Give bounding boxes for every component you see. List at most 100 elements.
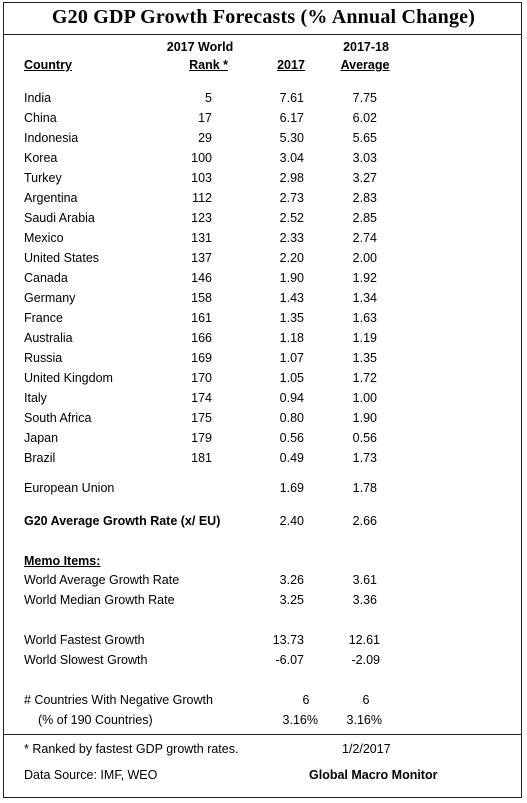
row-2017: 1.18 (279, 331, 304, 345)
date-stamp: 1/2/2017 (342, 742, 391, 756)
row-country: India (24, 91, 52, 105)
row-country: Indonesia (24, 131, 79, 145)
header-rank-line1: 2017 World (166, 40, 234, 54)
row-country: Japan (24, 431, 59, 445)
row-country: Korea (24, 151, 58, 165)
row-rank: 146 (191, 271, 212, 285)
row-rank: 100 (191, 151, 212, 165)
fastest-label: World Fastest Growth (24, 633, 145, 647)
row-2017: 2.98 (279, 171, 304, 185)
row-avg: 1.63 (352, 311, 377, 325)
memo-heading: Memo Items: (24, 554, 101, 568)
row-2017: 3.04 (279, 151, 304, 165)
row-avg: 3.03 (352, 151, 377, 165)
row-avg: 1.73 (352, 451, 377, 465)
neg-pct-avg: 3.16% (346, 713, 382, 727)
row-rank: 131 (191, 231, 212, 245)
row-2017: 5.30 (279, 131, 304, 145)
row-avg: 2.85 (352, 211, 377, 225)
row-rank: 123 (191, 211, 212, 225)
row-avg: 1.34 (352, 291, 377, 305)
row-avg: 2.74 (352, 231, 377, 245)
row-avg: 1.19 (352, 331, 377, 345)
row-rank: 175 (191, 411, 212, 425)
neg-count-avg: 6 (362, 693, 370, 707)
row-2017: 0.80 (279, 411, 304, 425)
publisher: Global Macro Monitor (309, 768, 438, 782)
row-rank: 179 (191, 431, 212, 445)
world-avg-label: World Average Growth Rate (24, 573, 180, 587)
row-2017: 0.56 (279, 431, 304, 445)
row-country: Australia (24, 331, 73, 345)
fastest-avg: 12.61 (348, 633, 380, 647)
header-country: Country (24, 58, 72, 72)
data-source: Data Source: IMF, WEO (24, 768, 158, 782)
row-rank: 158 (191, 291, 212, 305)
row-rank: 169 (191, 351, 212, 365)
title-divider (3, 34, 522, 35)
row-2017: 0.49 (279, 451, 304, 465)
row-country: France (24, 311, 63, 325)
slowest-2017: -6.07 (275, 653, 305, 667)
row-2017: 1.05 (279, 371, 304, 385)
world-median-label: World Median Growth Rate (24, 593, 175, 607)
row-rank: 181 (191, 451, 212, 465)
footer-divider (3, 734, 522, 735)
world-median-avg: 3.36 (352, 593, 377, 607)
g20-avg: 2.66 (352, 514, 377, 528)
row-avg: 1.90 (352, 411, 377, 425)
row-2017: 1.35 (279, 311, 304, 325)
row-country: Turkey (24, 171, 62, 185)
row-rank: 166 (191, 331, 212, 345)
table-frame (3, 2, 522, 798)
row-rank: 174 (191, 391, 212, 405)
row-rank: 5 (205, 91, 212, 105)
g20-label: G20 Average Growth Rate (x/ EU) (24, 514, 221, 528)
row-rank: 112 (192, 191, 212, 205)
row-country: Russia (24, 351, 63, 365)
row-country: Mexico (24, 231, 64, 245)
row-2017: 2.73 (279, 191, 304, 205)
row-2017: 0.94 (279, 391, 304, 405)
row-2017: 2.20 (279, 251, 304, 265)
row-country: Italy (24, 391, 47, 405)
row-2017: 1.07 (279, 351, 304, 365)
neg-count-2017: 6 (302, 693, 310, 707)
row-country: Saudi Arabia (24, 211, 95, 225)
row-avg: 2.83 (352, 191, 377, 205)
row-rank: 103 (191, 171, 212, 185)
row-rank: 170 (191, 371, 212, 385)
eu-label: European Union (24, 481, 115, 495)
header-avg-line2: Average (340, 58, 390, 72)
world-avg-2017: 3.26 (279, 573, 304, 587)
row-country: Germany (24, 291, 76, 305)
row-country: United States (24, 251, 100, 265)
slowest-label: World Slowest Growth (24, 653, 148, 667)
row-avg: 6.02 (352, 111, 377, 125)
row-avg: 1.92 (352, 271, 377, 285)
world-avg-avg: 3.61 (352, 573, 377, 587)
row-country: South Africa (24, 411, 92, 425)
neg-pct-label: (% of 190 Countries) (38, 713, 153, 727)
row-country: Canada (24, 271, 68, 285)
row-2017: 2.52 (279, 211, 304, 225)
row-avg: 2.00 (352, 251, 377, 265)
eu-2017: 1.69 (279, 481, 304, 495)
g20-2017: 2.40 (279, 514, 304, 528)
row-avg: 0.56 (352, 431, 377, 445)
row-rank: 29 (198, 131, 212, 145)
neg-pct-2017: 3.16% (282, 713, 318, 727)
row-avg: 7.75 (352, 91, 377, 105)
fastest-2017: 13.73 (272, 633, 304, 647)
header-avg-line1: 2017-18 (343, 40, 389, 54)
row-country: China (24, 111, 57, 125)
row-avg: 1.35 (352, 351, 377, 365)
row-2017: 1.43 (279, 291, 304, 305)
row-rank: 161 (191, 311, 212, 325)
header-2017: 2017 (277, 58, 305, 72)
page-title: G20 GDP Growth Forecasts (% Annual Chang… (51, 6, 476, 28)
eu-avg: 1.78 (352, 481, 377, 495)
slowest-avg: -2.09 (351, 653, 381, 667)
row-country: Brazil (24, 451, 56, 465)
row-rank: 17 (198, 111, 212, 125)
